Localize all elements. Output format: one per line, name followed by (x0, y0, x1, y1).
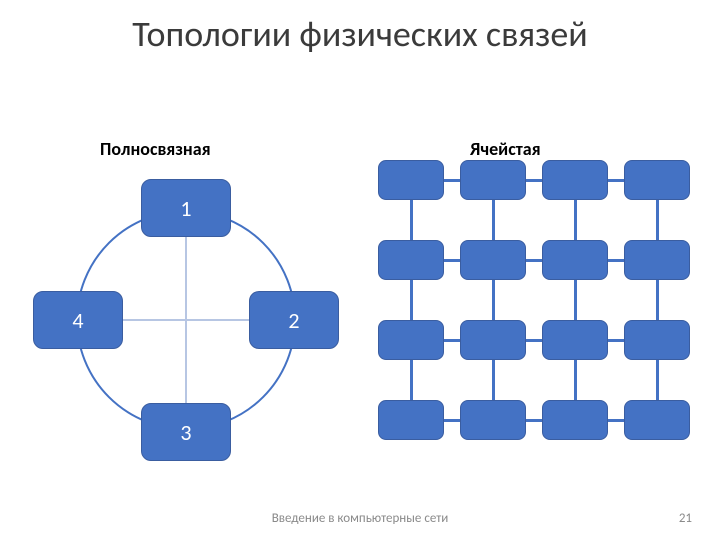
topology-node-label: 4 (72, 307, 83, 334)
mesh-hlink (444, 339, 460, 342)
left-label: Полносвязная (100, 138, 211, 160)
mesh-cell (460, 400, 526, 440)
mesh-hlink (608, 179, 624, 182)
slide-title: Топологии физических связей (0, 14, 720, 55)
topology-node: 3 (141, 403, 231, 461)
mesh-hlink (608, 419, 624, 422)
mesh-cell (542, 160, 608, 200)
topology-node-label: 1 (180, 195, 191, 222)
mesh-hlink (526, 419, 542, 422)
mesh-cell (378, 400, 444, 440)
mesh-hlink (526, 259, 542, 262)
mesh-cell (624, 320, 690, 360)
mesh-vlink (410, 360, 413, 400)
mesh-cell (378, 160, 444, 200)
topology-node: 2 (249, 291, 339, 349)
mesh-hlink (444, 419, 460, 422)
mesh-vlink (410, 200, 413, 240)
mesh-vlink (492, 360, 495, 400)
mesh-vlink (656, 200, 659, 240)
mesh-hlink (526, 179, 542, 182)
mesh-hlink (444, 179, 460, 182)
mesh-cell (542, 320, 608, 360)
mesh-hlink (608, 259, 624, 262)
topology-node: 1 (141, 179, 231, 237)
mesh-vlink (492, 200, 495, 240)
mesh-hlink (444, 259, 460, 262)
mesh-vlink (574, 200, 577, 240)
mesh-cell (542, 240, 608, 280)
mesh-vlink (574, 360, 577, 400)
mesh-vlink (410, 280, 413, 320)
topology-node-label: 2 (288, 307, 299, 334)
mesh-vlink (656, 280, 659, 320)
mesh-cell (624, 240, 690, 280)
mesh-cell (460, 160, 526, 200)
topology-node-label: 3 (180, 419, 191, 446)
fully-connected-diagram: 1 2 3 4 (36, 170, 336, 470)
mesh-cell (378, 240, 444, 280)
mesh-vlink (492, 280, 495, 320)
mesh-cell (378, 320, 444, 360)
mesh-cell (542, 400, 608, 440)
mesh-cell (624, 160, 690, 200)
cross-line (185, 210, 187, 430)
mesh-vlink (656, 360, 659, 400)
mesh-hlink (526, 339, 542, 342)
mesh-hlink (608, 339, 624, 342)
right-label: Ячейстая (470, 138, 541, 160)
mesh-vlink (574, 280, 577, 320)
mesh-diagram (378, 160, 698, 460)
mesh-cell (460, 320, 526, 360)
mesh-cell (624, 400, 690, 440)
mesh-cell (460, 240, 526, 280)
page-number: 21 (679, 511, 692, 526)
topology-node: 4 (33, 291, 123, 349)
footer-text: Введение в компьютерные сети (0, 511, 720, 526)
